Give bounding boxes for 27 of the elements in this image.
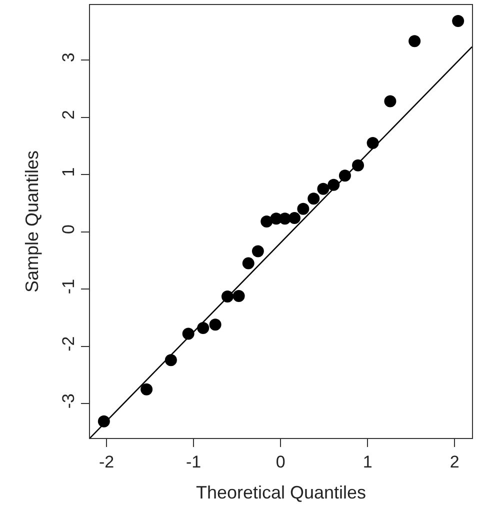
point <box>140 383 153 396</box>
y-tick-label: -3 <box>59 394 78 409</box>
point <box>317 182 330 195</box>
point <box>252 245 264 258</box>
point <box>308 192 320 205</box>
point <box>260 216 273 228</box>
y-tick-label: 0 <box>59 224 78 234</box>
y-tick-label: -2 <box>59 336 78 352</box>
x-tick-label: -2 <box>98 452 114 472</box>
point <box>408 35 421 48</box>
point <box>452 15 464 28</box>
x-axis-title: Theoretical Quantiles <box>196 482 366 503</box>
y-tick-label: 2 <box>59 110 78 120</box>
y-tick-label: 3 <box>59 52 78 62</box>
x-tick-label: 2 <box>450 452 460 472</box>
x-tick-label: 0 <box>276 452 286 472</box>
x-tick-label: 1 <box>362 452 372 472</box>
y-tick-label: -1 <box>59 278 78 294</box>
point <box>297 202 310 215</box>
point <box>209 318 222 331</box>
point <box>232 290 245 302</box>
y-tick-label: 1 <box>59 167 78 177</box>
y-axis-title: Sample Quantiles <box>22 150 42 293</box>
point <box>384 95 396 108</box>
x-tick-label: -1 <box>186 452 202 472</box>
point <box>242 257 254 270</box>
point <box>288 212 300 224</box>
